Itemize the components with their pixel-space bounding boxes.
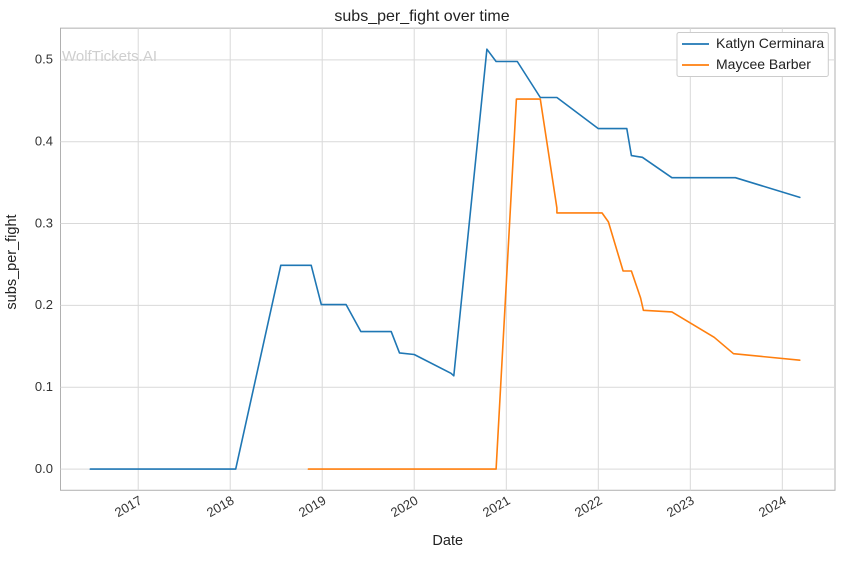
svg-text:0.1: 0.1 [35,379,53,394]
svg-text:2019: 2019 [296,493,329,520]
svg-text:0.2: 0.2 [35,297,53,312]
svg-text:2018: 2018 [204,493,237,520]
svg-text:2022: 2022 [572,493,605,520]
svg-text:0.3: 0.3 [35,215,53,230]
svg-text:subs_per_fight: subs_per_fight [4,214,20,309]
svg-text:Maycee Barber: Maycee Barber [716,56,811,72]
svg-text:0.0: 0.0 [35,461,53,476]
svg-text:2023: 2023 [664,493,697,520]
svg-text:0.4: 0.4 [35,133,53,148]
svg-text:2017: 2017 [112,493,145,520]
svg-text:Date: Date [432,533,463,549]
svg-text:Katlyn Cerminara: Katlyn Cerminara [716,35,824,51]
svg-text:2024: 2024 [756,493,789,520]
svg-text:2021: 2021 [480,493,513,520]
svg-text:2020: 2020 [388,493,421,520]
svg-text:0.5: 0.5 [35,52,53,67]
